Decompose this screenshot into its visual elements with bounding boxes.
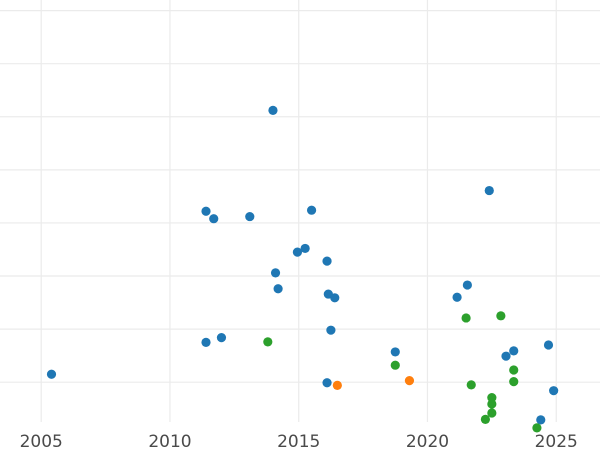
data-point-s2-2 — [461, 313, 471, 323]
data-point-s0-6 — [268, 105, 278, 116]
data-point-s2-6 — [487, 399, 497, 409]
grid — [0, 0, 600, 422]
data-point-s0-8 — [273, 284, 283, 294]
data-point-s0-23 — [543, 340, 554, 350]
data-point-s0-12 — [322, 256, 332, 266]
data-point-s0-9 — [292, 247, 303, 257]
data-point-s0-21 — [501, 351, 511, 361]
data-point-s0-10 — [300, 243, 310, 254]
data-point-s0-17 — [390, 347, 400, 357]
data-point-s1-0 — [332, 380, 342, 390]
data-point-s2-10 — [509, 377, 519, 387]
data-point-s0-11 — [306, 205, 317, 215]
data-point-s0-5 — [245, 211, 255, 222]
data-point-s0-18 — [452, 292, 462, 302]
data-point-s2-11 — [532, 423, 542, 433]
x-tick-label-2010: 2010 — [148, 432, 191, 450]
data-point-s0-15 — [326, 325, 336, 335]
data-point-s0-19 — [462, 280, 472, 290]
data-point-s2-5 — [487, 392, 497, 403]
data-point-s2-1 — [390, 360, 400, 370]
data-point-s0-24 — [549, 386, 559, 396]
data-point-s2-0 — [263, 337, 273, 347]
data-point-s0-3 — [201, 206, 211, 216]
x-tick-label-2020: 2020 — [406, 432, 449, 450]
x-tick-label-2025: 2025 — [535, 432, 578, 450]
x-tick-label-2015: 2015 — [277, 432, 320, 450]
data-point-s0-20 — [484, 185, 494, 196]
data-point-s2-8 — [480, 414, 491, 424]
data-point-s0-16 — [322, 378, 332, 388]
x-axis-ticks: 2005 2010 2015 2020 2025 — [20, 432, 578, 450]
data-point-s0-22 — [509, 346, 519, 356]
data-point-s0-0 — [46, 369, 57, 379]
data-point-s2-3 — [496, 311, 506, 321]
data-point-s0-4 — [209, 214, 219, 224]
data-point-s2-4 — [466, 380, 476, 390]
data-points — [46, 105, 559, 433]
data-point-s0-25 — [536, 415, 546, 425]
data-point-s2-7 — [487, 408, 497, 418]
data-point-s2-9 — [509, 365, 519, 375]
data-point-s1-1 — [404, 375, 415, 386]
data-point-s0-2 — [216, 333, 227, 343]
data-point-s0-7 — [270, 268, 281, 278]
data-point-s0-1 — [201, 337, 211, 347]
x-tick-label-2005: 2005 — [20, 432, 63, 450]
data-point-s0-14 — [330, 293, 340, 303]
